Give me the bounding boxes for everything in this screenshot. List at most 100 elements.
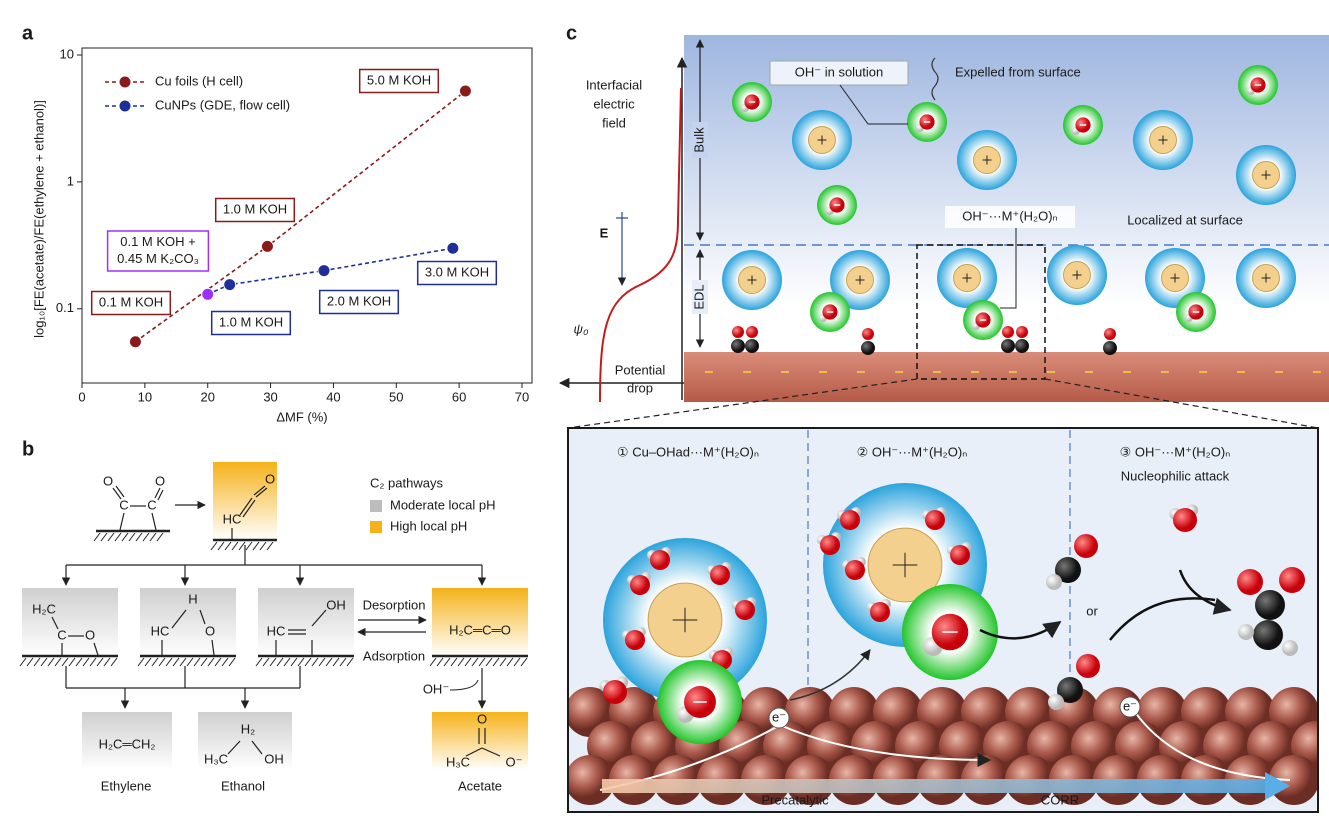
product-label: Ethanol — [221, 778, 265, 793]
line — [61, 657, 69, 667]
line — [89, 657, 97, 667]
hydrogen — [1282, 640, 1298, 656]
line — [231, 541, 239, 551]
plot-frame — [81, 47, 533, 384]
or-label: or — [1086, 603, 1098, 618]
line — [137, 657, 145, 667]
carbon — [861, 341, 875, 355]
line — [228, 657, 236, 667]
line — [82, 657, 90, 667]
line — [311, 657, 319, 667]
hydrogen — [1048, 694, 1064, 710]
carbon — [745, 339, 759, 353]
field-symbol: E — [600, 225, 609, 240]
atom-label: H₃C — [204, 751, 228, 766]
line — [199, 609, 206, 625]
line — [93, 642, 99, 656]
reagent-label: OH⁻ — [423, 681, 449, 696]
callout-text: OH⁻ in solution — [795, 64, 884, 79]
oxygen — [1074, 534, 1098, 558]
line — [165, 657, 173, 667]
oxygen — [1173, 508, 1197, 532]
line — [506, 657, 514, 667]
atom-label: O — [155, 473, 165, 488]
line — [221, 657, 229, 667]
carbon — [731, 339, 745, 353]
panel-label: b — [22, 438, 34, 460]
oxygen — [820, 535, 840, 555]
pathway-box — [22, 588, 118, 656]
line — [227, 740, 241, 755]
line — [96, 657, 104, 667]
pathway-box — [432, 712, 528, 770]
line — [346, 657, 354, 667]
series-line — [207, 247, 453, 296]
line — [242, 499, 256, 518]
oxygen — [710, 565, 730, 585]
hydrogen — [1046, 574, 1062, 590]
oxygen — [1237, 569, 1263, 595]
line — [259, 541, 267, 551]
oxygen — [1104, 328, 1116, 340]
oxygen — [630, 575, 650, 595]
carbon — [1255, 590, 1285, 620]
field-label: electric — [593, 96, 635, 111]
line — [75, 657, 83, 667]
line — [1044, 378, 1319, 429]
panel-label: a — [22, 22, 34, 44]
line — [149, 532, 157, 542]
line — [110, 657, 118, 667]
progress-arrow — [602, 779, 1267, 793]
line — [214, 657, 222, 667]
y-axis-label: log₁₀[FE(acetate)/FE(ethylene + ethanol)… — [31, 100, 46, 338]
oxygen — [925, 510, 945, 530]
legend-label: Cu foils (H cell) — [155, 73, 243, 88]
line — [154, 487, 161, 499]
atom-label: H₃C — [446, 754, 470, 769]
line — [255, 487, 268, 498]
callout-text: Localized at surface — [1127, 212, 1243, 227]
line — [207, 657, 215, 667]
arrow — [789, 649, 871, 701]
line — [481, 747, 501, 757]
oxygen — [1279, 567, 1305, 593]
atom-label: HC — [151, 623, 170, 638]
line — [478, 657, 486, 667]
line — [276, 657, 284, 667]
line — [68, 657, 76, 667]
legend-swatch — [370, 500, 382, 512]
line — [471, 657, 479, 667]
line — [499, 657, 507, 667]
annotation-box — [106, 230, 210, 272]
hydrogen — [1238, 624, 1254, 640]
line — [40, 657, 48, 667]
pathway-box — [213, 462, 277, 540]
label-bg — [692, 280, 708, 314]
arrow — [1178, 569, 1232, 615]
carbon — [1001, 339, 1015, 353]
atom-label: HC — [267, 623, 286, 638]
line — [26, 657, 34, 667]
line — [443, 657, 451, 667]
electron-badge — [1119, 696, 1141, 718]
line — [151, 512, 157, 531]
line — [54, 657, 62, 667]
line — [51, 616, 59, 630]
line — [464, 657, 472, 667]
x-tick-label: 20 — [200, 389, 214, 404]
y-tick-label: 1 — [67, 173, 74, 188]
line — [266, 541, 274, 551]
oxygen — [603, 680, 627, 704]
line — [304, 657, 312, 667]
line — [114, 532, 122, 542]
annotation-box — [90, 290, 172, 316]
y-tick-label: 10 — [60, 46, 74, 61]
line — [436, 657, 444, 667]
pathway-box — [140, 588, 236, 656]
atom-label: H — [188, 591, 197, 606]
label-bg — [945, 206, 1075, 228]
copper-atom — [1269, 755, 1317, 805]
x-tick-label: 60 — [452, 389, 466, 404]
line — [211, 639, 215, 656]
step-title: ① Cu–OHad···M⁺(H₂O)ₙ — [617, 444, 759, 459]
